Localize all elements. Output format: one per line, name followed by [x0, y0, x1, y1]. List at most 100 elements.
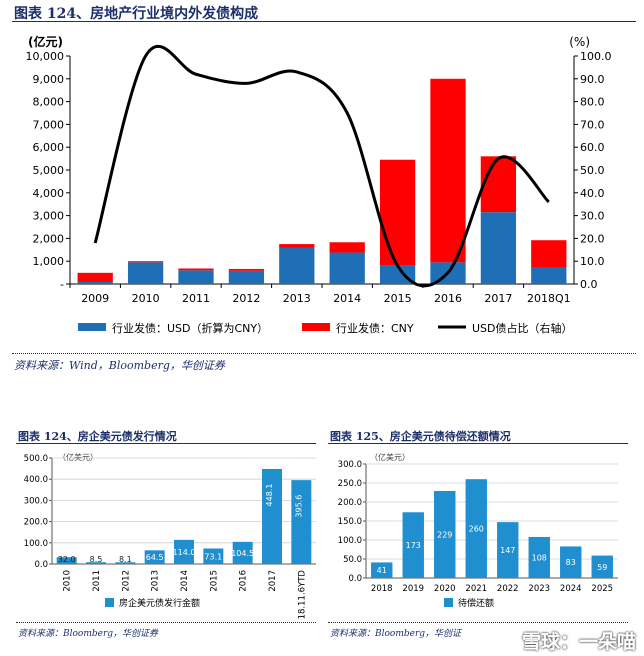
top-bar-usd	[77, 281, 113, 284]
bl-legend: 房企美元债发行金额	[105, 597, 200, 609]
br-x-tick-label: 2024	[560, 584, 582, 594]
top-legend-label: USD债占比（右轴）	[472, 321, 573, 335]
top-y-tick-label: 5,000	[33, 164, 65, 177]
bl-y-axis-label: （亿美元）	[58, 452, 98, 462]
br-bar	[434, 490, 456, 578]
top-y-tick-label: 9,000	[33, 73, 65, 86]
br-y-tick-label: 50.0	[343, 555, 362, 565]
br-x-tick-label: 2018	[371, 584, 393, 594]
bl-source-rule	[16, 622, 316, 623]
br-legend-label: 待偿还额	[458, 597, 494, 609]
top-legend: 行业发债：USD（折算为CNY） 行业发债：CNY USD债占比（右轴）	[78, 321, 573, 335]
top-bar-cny	[329, 242, 365, 253]
top-bar-cny	[430, 78, 466, 263]
top-y2-tick-label: 10.0	[580, 255, 605, 268]
bl-data-label: 395.6	[294, 495, 303, 518]
br-x-tick-label: 2023	[528, 584, 550, 594]
bl-data-label: 32.0	[58, 555, 76, 564]
top-source-rule	[12, 353, 636, 354]
br-data-label: 108	[532, 553, 547, 562]
bl-bar	[86, 562, 106, 564]
bl-data-label: 104.5	[231, 549, 254, 558]
top-y-tick-label: 4,000	[33, 187, 65, 200]
top-legend-label: 行业发债：USD（折算为CNY）	[112, 321, 268, 335]
bl-bar	[174, 539, 194, 564]
top-x-tick-label: 2012	[232, 292, 260, 305]
top-bar-usd	[127, 262, 164, 284]
bl-bar	[144, 550, 165, 564]
br-legend: 待偿还额	[444, 597, 494, 609]
top-chart: (亿元) (%) - 1,000 2,000 3,000 4,000 5,000 6,000…	[26, 34, 612, 335]
top-chart-title: 图表 124、房地产行业境内外发债构成	[14, 6, 259, 22]
top-y2-tick-label: 70.0	[580, 118, 605, 131]
br-y-tick-label: 250.0	[338, 479, 362, 489]
bl-bar	[115, 562, 136, 564]
br-bar	[497, 522, 519, 578]
top-line-series	[93, 45, 550, 288]
top-y-tick-label: 1,000	[33, 255, 65, 268]
bl-x-tick-label: 2011	[92, 570, 102, 592]
bl-y-tick-label: 300.0	[24, 496, 48, 506]
bl-data-label: 8.1	[119, 555, 132, 564]
top-y-tick-label: 10,000	[26, 50, 65, 63]
bl-x-tick-label: 2013	[151, 570, 161, 592]
bl-x-tick-label: 2017	[268, 570, 278, 592]
bl-x-tick-label: 2015	[209, 570, 219, 592]
br-y-tick-label: 0.0	[348, 574, 362, 584]
br-data-label: 173	[406, 541, 421, 550]
top-legend-swatch	[302, 323, 330, 331]
top-y-tick-label: 2,000	[33, 232, 65, 245]
bl-data-label: 114.0	[173, 548, 196, 557]
br-y-tick-label: 200.0	[338, 498, 362, 508]
top-y2-tick-label: 100.0	[580, 50, 612, 63]
top-bar-cny	[127, 261, 164, 263]
br-y-tick-label: 100.0	[338, 536, 362, 546]
bl-data-label: 448.1	[265, 484, 274, 507]
br-bars: 41 173 229 260 147 108 83 59	[371, 479, 613, 578]
top-bar-cny	[228, 268, 265, 271]
top-y2-axis-label: (%)	[569, 35, 590, 49]
br-x-tick-label: 2020	[434, 584, 456, 594]
top-y-tick-label: 7,000	[33, 118, 65, 131]
top-bar-usd	[531, 267, 567, 284]
bl-x-tick-label: 2012	[121, 570, 131, 592]
top-y-tick-label: 6,000	[33, 141, 65, 154]
top-x-tick-label: 2016	[434, 292, 462, 305]
top-y2-tick-label: 40.0	[580, 187, 605, 200]
br-chart: （亿美元） 0.0 50.0 100.0 150.0 200.0 250.0 300.0 20…	[338, 452, 618, 609]
bl-y-tick-label: 0.0	[34, 560, 48, 570]
br-bar	[371, 562, 393, 578]
top-y-tick-label: 3,000	[33, 210, 65, 223]
top-bar-usd	[178, 270, 214, 284]
top-y-tick-label: -	[60, 278, 64, 291]
bl-bar	[262, 469, 282, 564]
top-x-tick-label: 2009	[81, 292, 109, 305]
br-data-label: 41	[377, 566, 387, 575]
bl-legend-label: 房企美元债发行金额	[119, 597, 200, 609]
top-y2-tick-label: 80.0	[580, 96, 605, 109]
bl-bar	[56, 557, 77, 564]
top-legend-label: 行业发债：CNY	[336, 321, 414, 335]
br-y-tick-label: 300.0	[338, 460, 362, 470]
bl-x-tick-label: 2010	[63, 570, 73, 592]
top-bar-usd	[329, 252, 365, 284]
br-title-rule	[328, 443, 628, 444]
bl-chart: （亿美元） 0.0 100.0 200.0 300.0 400.0 500.0 2010 20…	[24, 452, 316, 620]
top-y-axis-label: (亿元)	[28, 34, 63, 49]
bl-y-tick-label: 400.0	[24, 475, 48, 485]
top-bar-usd	[379, 265, 416, 284]
br-y-tick-label: 150.0	[338, 517, 362, 527]
br-source: 资料来源：Bloomberg，华创证	[330, 629, 462, 639]
top-bar-usd	[279, 247, 315, 284]
br-data-label: 59	[597, 563, 607, 572]
top-bar-cny	[531, 240, 567, 268]
br-legend-swatch	[444, 598, 453, 607]
bl-x-tick-label: 2018.11.6YTD	[297, 570, 307, 620]
bl-bar	[232, 541, 253, 564]
br-bar	[465, 479, 487, 578]
bl-x-tick-label: 2014	[180, 570, 190, 592]
bl-legend-swatch	[105, 598, 114, 607]
top-x-tick-label: 2017	[484, 292, 512, 305]
bl-bar	[203, 548, 224, 564]
bl-y-tick-label: 200.0	[24, 518, 48, 528]
